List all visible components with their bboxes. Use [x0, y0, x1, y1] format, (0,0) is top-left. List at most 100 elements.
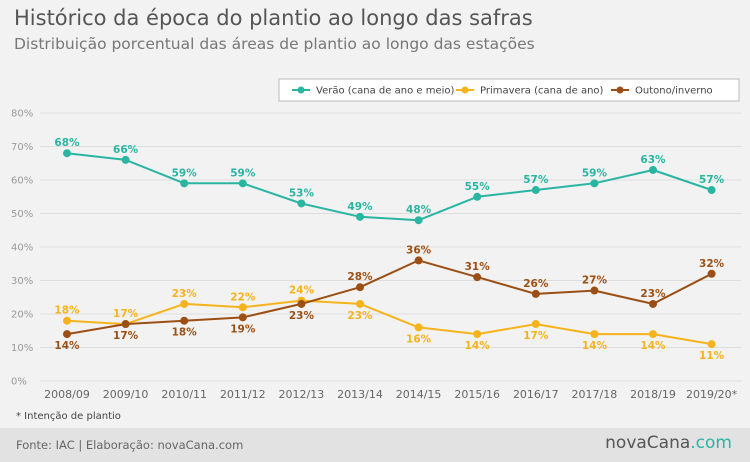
data-point	[649, 165, 657, 174]
data-point	[590, 286, 599, 295]
data-point	[180, 299, 189, 308]
data-point	[238, 303, 247, 312]
data-label: 23%	[289, 310, 315, 322]
legend-label: Primavera (cana de ano)	[480, 86, 604, 97]
data-label: 24%	[289, 285, 315, 297]
x-tick-label: 2017/18	[572, 388, 618, 401]
x-tick-label: 2010/11	[161, 388, 207, 401]
x-tick-label: 2011/12	[220, 388, 266, 401]
data-label: 22%	[230, 291, 256, 303]
data-point	[649, 330, 657, 339]
data-label: 66%	[113, 144, 139, 156]
legend-box	[278, 78, 740, 102]
y-tick-label: 60%	[11, 176, 33, 187]
data-point	[238, 179, 247, 188]
data-point	[414, 256, 423, 265]
data-point	[180, 179, 189, 188]
line-chart: 0% 10% 20% 30% 40% 50% 60% 70% 80% 2008/09 2009/10…	[11, 78, 742, 401]
data-label: 63%	[640, 154, 666, 166]
chart-title: Histórico da época do plantio ao longo d…	[14, 6, 533, 30]
data-label: 14%	[582, 340, 608, 352]
data-point	[63, 330, 71, 339]
data-point	[590, 330, 599, 339]
legend-marker	[616, 86, 624, 94]
data-label: 17%	[523, 330, 549, 342]
data-label: 55%	[465, 181, 491, 193]
x-tick-label: 2015/16	[454, 388, 500, 401]
data-label: 14%	[54, 340, 80, 352]
data-label: 59%	[172, 167, 198, 179]
x-tick-label: 2014/15	[396, 388, 442, 401]
data-label: 23%	[640, 288, 666, 300]
data-point	[121, 320, 130, 329]
data-label: 59%	[230, 167, 256, 179]
data-point	[414, 323, 423, 332]
data-label: 11%	[699, 350, 725, 362]
data-label: 23%	[347, 310, 373, 322]
data-label: 57%	[699, 174, 725, 186]
x-tick-label: 2008/09	[44, 388, 90, 401]
data-label: 18%	[172, 327, 198, 339]
data-label: 32%	[699, 258, 725, 270]
data-point	[414, 216, 423, 225]
data-label: 53%	[289, 187, 315, 199]
x-tick-label: 2012/13	[279, 388, 325, 401]
y-tick-label: 80%	[11, 109, 33, 120]
y-tick-label: 0%	[11, 377, 27, 388]
brand-name: novaCana	[605, 433, 691, 453]
brand-tld: .com	[690, 433, 732, 453]
data-label: 59%	[582, 167, 608, 179]
series-line	[66, 299, 712, 346]
data-label: 28%	[347, 271, 373, 283]
data-label: 16%	[406, 333, 432, 345]
data-label: 14%	[465, 340, 491, 352]
data-point	[531, 320, 540, 329]
data-point	[531, 289, 540, 298]
data-point	[356, 212, 364, 221]
data-point	[473, 192, 482, 201]
data-point	[473, 273, 482, 282]
x-tick-label: 2019/20*	[686, 388, 738, 401]
data-point	[297, 199, 306, 208]
data-label: 14%	[640, 340, 666, 352]
data-label: 57%	[523, 174, 549, 186]
data-label: 26%	[523, 278, 549, 290]
chart-subtitle: Distribuição porcentual das áreas de pla…	[14, 35, 535, 53]
data-point	[707, 186, 716, 195]
x-tick-label: 2013/14	[337, 388, 383, 401]
data-label: 48%	[406, 204, 432, 216]
data-label: 49%	[347, 201, 373, 213]
x-tick-label: 2009/10	[103, 388, 149, 401]
y-tick-label: 40%	[11, 243, 33, 254]
source-credit: Fonte: IAC | Elaboração: novaCana.com	[16, 438, 244, 452]
footer-bar: Fonte: IAC | Elaboração: novaCana.com no…	[0, 428, 750, 462]
data-point	[356, 283, 364, 292]
data-point	[590, 179, 599, 188]
data-label: 31%	[465, 261, 491, 273]
data-point	[63, 149, 71, 158]
series-line	[66, 152, 712, 222]
data-label: 19%	[230, 323, 256, 335]
y-tick-label: 50%	[11, 209, 33, 220]
series-line	[66, 259, 713, 336]
data-label: 68%	[54, 137, 80, 149]
data-point	[121, 155, 130, 164]
data-label: 36%	[406, 244, 432, 256]
data-point	[707, 269, 716, 278]
data-point	[297, 299, 306, 308]
legend-marker	[461, 86, 469, 94]
x-tick-label: 2018/19	[630, 388, 676, 401]
x-tick-label: 2016/17	[513, 388, 559, 401]
y-tick-label: 30%	[11, 276, 33, 287]
y-tick-label: 70%	[11, 142, 33, 153]
data-point	[63, 316, 71, 325]
data-point	[531, 186, 540, 195]
data-point	[180, 316, 189, 325]
data-label: 18%	[54, 305, 80, 317]
data-point	[707, 340, 716, 349]
data-point	[238, 313, 247, 322]
legend-label: Verão (cana de ano e meio)	[316, 86, 454, 97]
legend-marker	[297, 86, 305, 94]
brand-logo: novaCana.com	[605, 433, 732, 453]
data-point	[356, 299, 364, 308]
